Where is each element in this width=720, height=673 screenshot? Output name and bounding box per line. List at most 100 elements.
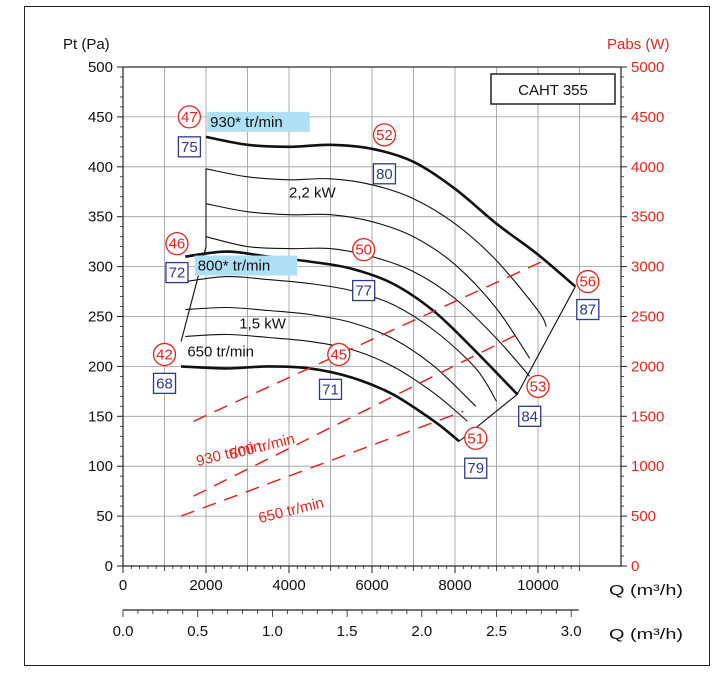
- efficiency-label: 77: [355, 283, 372, 300]
- noise-level-label: 50: [355, 242, 372, 259]
- efficiency-box: [318, 378, 343, 401]
- bottom-axis-label-1: Q (m³/h): [609, 582, 683, 599]
- noise-level-label: 42: [156, 346, 173, 363]
- x-tick-label: 4000: [272, 577, 305, 594]
- curve-label-highlight: [207, 111, 310, 132]
- x2-tick-label: 2.5: [486, 623, 507, 640]
- efficiency-label: 68: [156, 375, 173, 392]
- noise-level-circle: [464, 426, 488, 450]
- x2-tick-label: 2.0: [411, 623, 432, 640]
- x-tick-label: 2000: [189, 577, 222, 594]
- x2-tick-label: 1.0: [262, 623, 283, 640]
- y2-tick-label: 4500: [631, 109, 664, 126]
- axes: 0501001502002503003504004505000500100015…: [88, 59, 664, 640]
- efficiency-label: 80: [376, 166, 393, 183]
- pressure-curve: [185, 306, 477, 407]
- noise-level-label: 56: [579, 274, 596, 291]
- y-tick-label: 200: [88, 358, 113, 375]
- x2-tick-label: 1.5: [337, 623, 358, 640]
- curve-label: 930* tr/min: [210, 114, 283, 131]
- efficiency-label: 84: [521, 408, 538, 425]
- y-tick-label: 500: [88, 59, 113, 76]
- efficiency-box: [372, 163, 397, 185]
- noise-level-label: 46: [169, 236, 186, 253]
- pressure-curve: [185, 333, 468, 422]
- efficiency-label: 87: [579, 302, 596, 319]
- efficiency-box: [576, 298, 600, 321]
- noise-level-circle: [372, 123, 397, 147]
- y-tick-label: 300: [88, 259, 113, 276]
- noise-level-label: 47: [181, 109, 198, 126]
- curve-label: 650 tr/min: [187, 343, 254, 360]
- fan-performance-chart: 0501001502002503003504004505000500100015…: [63, 36, 683, 643]
- y-tick-label: 250: [88, 309, 113, 326]
- y-tick-label: 400: [88, 159, 113, 176]
- noise-level-label: 51: [467, 430, 484, 447]
- curve-label: 2,2 kW: [289, 185, 337, 202]
- right-boundary-line: [458, 286, 576, 442]
- noise-level-circle: [327, 342, 351, 367]
- left-axis-label: Pt (Pa): [63, 36, 110, 53]
- power-curve: [193, 333, 518, 497]
- x-tick-label: 0: [119, 577, 127, 594]
- y2-tick-label: 5000: [631, 59, 664, 76]
- noise-level-circle: [165, 231, 189, 256]
- efficiency-box: [464, 457, 488, 479]
- x-tick-label: 6000: [355, 577, 388, 594]
- power-curve: [193, 258, 547, 422]
- curve-label: 800* tr/min: [198, 258, 271, 275]
- noise-level-circle: [526, 374, 550, 399]
- curves: [180, 135, 577, 517]
- speed-curve: [181, 365, 461, 443]
- y-tick-label: 450: [88, 109, 113, 126]
- y-tick-label: 150: [88, 408, 113, 425]
- power-label: 650 tr/min: [257, 494, 326, 527]
- y2-tick-label: 2500: [631, 309, 664, 326]
- y2-tick-label: 0: [631, 558, 639, 575]
- x2-tick-label: 0.0: [113, 623, 134, 640]
- efficiency-label: 75: [181, 139, 198, 156]
- chart-frame: 0 50 100 150 200 250 300 350 400 450 500 0 500 1000 15…: [24, 6, 710, 666]
- y2-tick-label: 1000: [631, 458, 664, 475]
- noise-level-circle: [576, 269, 600, 294]
- y2-tick-label: 1500: [631, 408, 664, 425]
- model-label: CAHT 355: [518, 82, 588, 99]
- x-tick-label: 8000: [438, 577, 471, 594]
- noise-level-label: 45: [330, 346, 347, 363]
- x2-tick-label: 0.5: [187, 623, 208, 640]
- pressure-curve: [205, 203, 531, 359]
- curve-label: 1,5 kW: [239, 315, 287, 332]
- efficiency-label: 71: [322, 381, 339, 398]
- y-tick-label: 50: [96, 508, 113, 525]
- speed-curve: [185, 250, 519, 396]
- noise-level-circle: [152, 342, 177, 367]
- y2-tick-label: 2000: [631, 358, 664, 375]
- efficiency-box: [165, 261, 189, 284]
- pressure-curve: [205, 168, 547, 327]
- noise-level-label: 52: [376, 127, 393, 144]
- right-axis-label: Pabs (W): [607, 36, 670, 53]
- y2-tick-label: 3500: [631, 209, 664, 226]
- efficiency-box: [352, 279, 376, 302]
- y-tick-label: 0: [105, 558, 113, 575]
- efficiency-box: [152, 372, 177, 395]
- x2-tick-label: 3.0: [561, 623, 582, 640]
- y2-tick-label: 3000: [631, 259, 664, 276]
- pressure-curve: [185, 276, 497, 402]
- curve-label-highlight: [194, 255, 298, 276]
- model-label-box: CAHT 355: [490, 73, 616, 105]
- x-tick-label: 10000: [517, 577, 559, 594]
- y-tick-label: 100: [88, 458, 113, 475]
- noise-level-circle: [177, 105, 202, 129]
- efficiency-box: [518, 405, 542, 427]
- noise-level-circle: [352, 237, 376, 262]
- efficiency-label: 79: [467, 460, 484, 477]
- y2-tick-label: 500: [631, 508, 656, 525]
- bottom-axis-label-2: Q (m³/h): [609, 626, 683, 643]
- left-boundary-line: [180, 168, 207, 342]
- noise-level-label: 53: [530, 378, 547, 395]
- power-label: 800 tr/min: [228, 430, 297, 463]
- efficiency-box: [177, 136, 202, 158]
- speed-curve: [205, 135, 577, 288]
- y-tick-label: 350: [88, 209, 113, 226]
